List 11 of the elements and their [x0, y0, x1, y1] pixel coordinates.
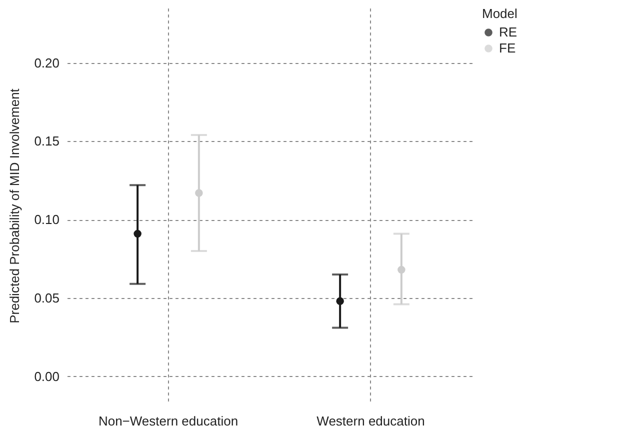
legend-label: RE: [499, 24, 518, 40]
x-tick-label: Western education: [316, 414, 425, 428]
legend-title: Model: [482, 6, 518, 21]
legend-label: FE: [499, 40, 516, 56]
y-tick-label: 0.00: [34, 368, 60, 384]
y-tick-label: 0.20: [34, 55, 60, 70]
y-tick-label: 0.05: [34, 290, 60, 306]
y-tick-label: 0.15: [34, 134, 60, 149]
x-tick-label: Non−Western education: [98, 414, 238, 428]
y-axis-title: Predicted Probability of MID Involvement: [7, 88, 22, 324]
y-tick-label: 0.10: [34, 212, 60, 228]
